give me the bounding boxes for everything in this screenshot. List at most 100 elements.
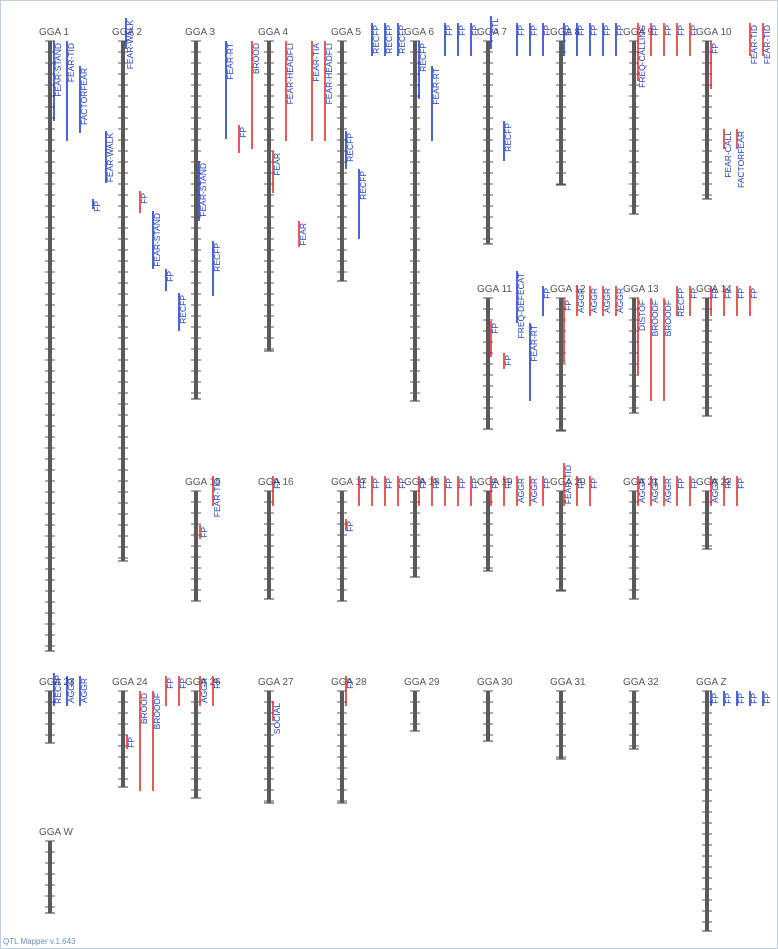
qtl-marker[interactable]: FP — [602, 23, 612, 56]
qtl-marker[interactable]: FEAR-WALK — [125, 18, 135, 69]
qtl-marker[interactable]: AGGR — [66, 676, 76, 706]
qtl-marker[interactable]: FEAR-TID — [212, 476, 222, 517]
qtl-marker[interactable]: DISTOF — [637, 298, 647, 375]
qtl-marker[interactable]: FEAR-RT — [529, 323, 539, 401]
chromosome-gga-29[interactable]: GGA 29 — [404, 677, 440, 732]
qtl-marker[interactable]: FP — [165, 269, 175, 291]
qtl-marker[interactable]: RECFP — [53, 673, 63, 706]
qtl-marker[interactable]: FP — [444, 476, 454, 506]
chromosome-gga-z[interactable]: GGA ZFP FP FP FP FP — [696, 677, 772, 932]
qtl-marker[interactable]: FP — [470, 23, 480, 56]
qtl-marker[interactable]: FP — [563, 23, 573, 56]
qtl-marker[interactable]: FP — [490, 321, 500, 357]
qtl-marker[interactable]: FEAR-STAND — [198, 161, 208, 221]
qtl-marker[interactable]: FEAR-HEADFLI — [324, 41, 334, 141]
qtl-marker[interactable]: AGGR — [516, 476, 526, 506]
chromosome-gga-31[interactable]: GGA 31 — [550, 677, 586, 760]
qtl-marker[interactable]: FEAR-TID — [563, 463, 573, 506]
qtl-marker[interactable]: FEAR-TID — [66, 41, 76, 141]
qtl-marker[interactable]: RECFP — [418, 41, 428, 99]
qtl-marker[interactable]: FP — [457, 476, 467, 506]
qtl-marker[interactable]: FREQ-CALLING — [637, 23, 647, 88]
qtl-marker[interactable]: FP — [615, 23, 625, 56]
qtl-marker[interactable]: FP — [345, 676, 355, 706]
qtl-marker[interactable]: FP — [749, 286, 759, 316]
qtl-marker[interactable]: FP — [238, 125, 248, 153]
qtl-marker[interactable]: RECFP — [397, 23, 407, 56]
qtl-marker[interactable]: FP — [139, 191, 149, 213]
qtl-marker[interactable]: FEAR-WALK — [105, 131, 115, 183]
qtl-marker[interactable]: BROOD — [139, 691, 149, 791]
qtl-marker[interactable]: AGGR — [529, 476, 539, 506]
qtl-marker[interactable]: FEAR-RT — [225, 41, 235, 139]
chromosome-gga-27[interactable]: GGA 27 SOCIAL — [258, 677, 294, 804]
qtl-marker[interactable]: FP — [710, 691, 720, 706]
qtl-marker[interactable]: FP — [710, 41, 720, 89]
qtl-marker[interactable]: FP — [542, 476, 552, 506]
qtl-marker[interactable]: AGGR — [199, 676, 209, 706]
qtl-marker[interactable]: AGGR — [710, 476, 720, 506]
qtl-marker[interactable]: FEAR-STAND — [53, 41, 63, 121]
qtl-marker[interactable]: FP — [689, 23, 699, 56]
qtl-marker[interactable]: RECFP — [371, 23, 381, 56]
qtl-marker[interactable]: FP — [397, 476, 407, 506]
qtl-marker[interactable]: FP — [542, 286, 552, 316]
qtl-marker[interactable]: FEAR — [298, 221, 308, 247]
qtl-marker[interactable]: FP — [457, 23, 467, 56]
qtl-marker[interactable]: FP — [199, 525, 209, 539]
qtl-marker[interactable]: RECFP — [384, 23, 394, 56]
qtl-marker[interactable]: FP — [762, 691, 772, 706]
qtl-marker[interactable]: FP — [676, 476, 686, 506]
qtl-marker[interactable]: FP — [92, 199, 102, 212]
qtl-marker[interactable]: RECFP — [676, 286, 686, 317]
qtl-marker[interactable]: FP — [563, 298, 573, 363]
qtl-marker[interactable]: FEAR — [272, 151, 282, 193]
qtl-marker[interactable]: FP — [736, 691, 746, 706]
qtl-marker[interactable]: FP — [516, 23, 526, 56]
qtl-marker[interactable]: FEAR-TIA — [311, 41, 321, 141]
qtl-marker[interactable]: FEAR-RT — [431, 66, 441, 141]
qtl-marker[interactable]: FP — [736, 286, 746, 316]
qtl-marker[interactable]: RECFP — [345, 131, 355, 169]
chromosome-gga-32[interactable]: GGA 32 — [623, 677, 659, 750]
chromosome-gga-8[interactable]: GGA 8FP FP FP FP FP — [550, 23, 625, 186]
qtl-marker[interactable]: FP — [470, 476, 480, 506]
qtl-marker[interactable]: AGGR — [663, 476, 673, 506]
qtl-marker[interactable]: FACTORFEAR — [736, 129, 746, 188]
qtl-marker[interactable]: FP — [165, 676, 175, 706]
qtl-marker[interactable]: AGGR — [79, 676, 89, 706]
qtl-marker[interactable]: FP — [503, 476, 513, 506]
qtl-marker[interactable]: FP — [689, 286, 699, 316]
qtl-marker[interactable]: FP — [749, 691, 759, 706]
qtl-marker[interactable]: FP — [272, 476, 282, 506]
qtl-marker[interactable]: FEAR-TID — [749, 23, 759, 64]
qtl-marker[interactable]: FP — [723, 476, 733, 506]
qtl-marker[interactable]: FREQ-DEFECAT — [516, 271, 526, 338]
qtl-marker[interactable]: FP — [736, 476, 746, 506]
qtl-marker[interactable]: AGGR — [602, 286, 612, 316]
qtl-marker[interactable]: BROODF — [663, 298, 673, 401]
qtl-marker[interactable]: FP — [689, 476, 699, 506]
qtl-marker[interactable]: FEAR-HEADFLI — [285, 41, 295, 141]
qtl-marker[interactable]: FP — [710, 286, 720, 316]
qtl-marker[interactable]: FP — [345, 519, 355, 532]
qtl-marker[interactable]: FEAR-STAND — [152, 211, 162, 269]
qtl-marker[interactable]: SOCIAL — [272, 701, 282, 734]
qtl-marker[interactable]: FP — [589, 23, 599, 56]
qtl-marker[interactable]: FP — [490, 476, 500, 506]
